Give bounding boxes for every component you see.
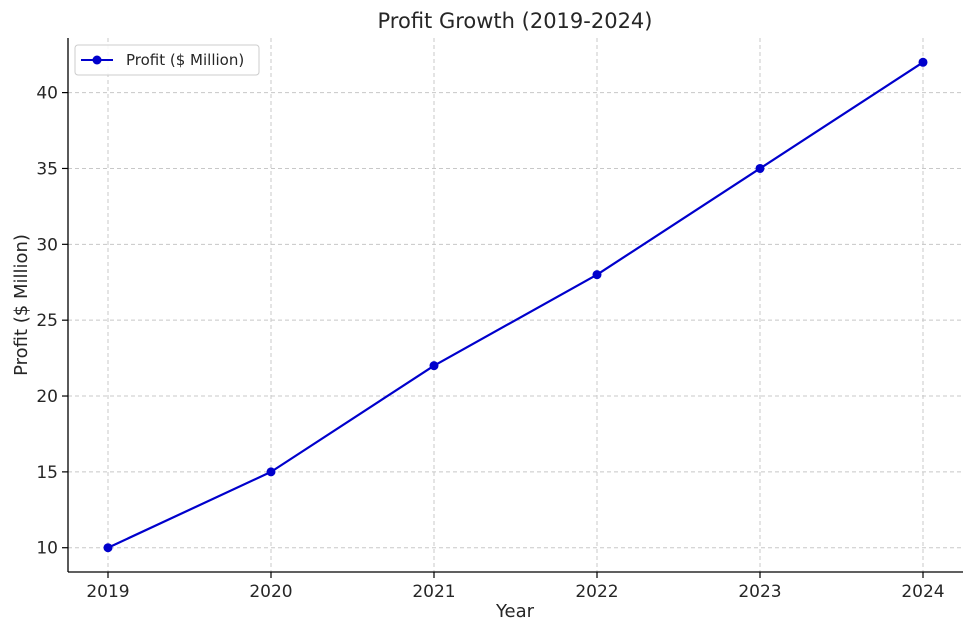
legend-point-marker (92, 55, 102, 65)
data-point (103, 543, 113, 553)
y-tick-label: 25 (36, 311, 58, 331)
data-point (918, 57, 928, 67)
x-axis-title: Year (495, 601, 535, 622)
y-ticks: 10 15 20 25 30 35 40 (36, 84, 68, 559)
y-tick-label: 15 (36, 463, 58, 483)
chart-title: Profit Growth (2019-2024) (378, 9, 653, 33)
series-line (107, 61, 924, 549)
data-point (429, 361, 439, 371)
x-tick-label: 2022 (575, 582, 618, 602)
x-tick-label: 2019 (86, 582, 129, 602)
y-tick-label: 30 (36, 235, 58, 255)
y-axis-title: Profit ($ Million) (11, 234, 32, 376)
x-tick-label: 2021 (412, 582, 455, 602)
axes (67, 38, 963, 573)
legend-box (74, 44, 260, 76)
data-point (755, 163, 765, 173)
y-tick-label: 40 (36, 84, 58, 104)
y-tick-label: 35 (36, 159, 58, 179)
y-tick-label: 20 (36, 387, 58, 407)
series-group (103, 57, 928, 553)
x-tick-label: 2024 (901, 582, 944, 602)
data-point (266, 467, 276, 477)
data-point (592, 270, 602, 280)
x-ticks: 2019 2020 2021 2022 2023 2024 (86, 572, 945, 602)
x-tick-label: 2023 (738, 582, 781, 602)
grid-lines (68, 38, 963, 572)
x-tick-label: 2020 (249, 582, 292, 602)
y-tick-label: 10 (36, 539, 58, 559)
legend: Profit ($ Million) (74, 44, 260, 76)
legend-label: Profit ($ Million) (126, 51, 244, 69)
